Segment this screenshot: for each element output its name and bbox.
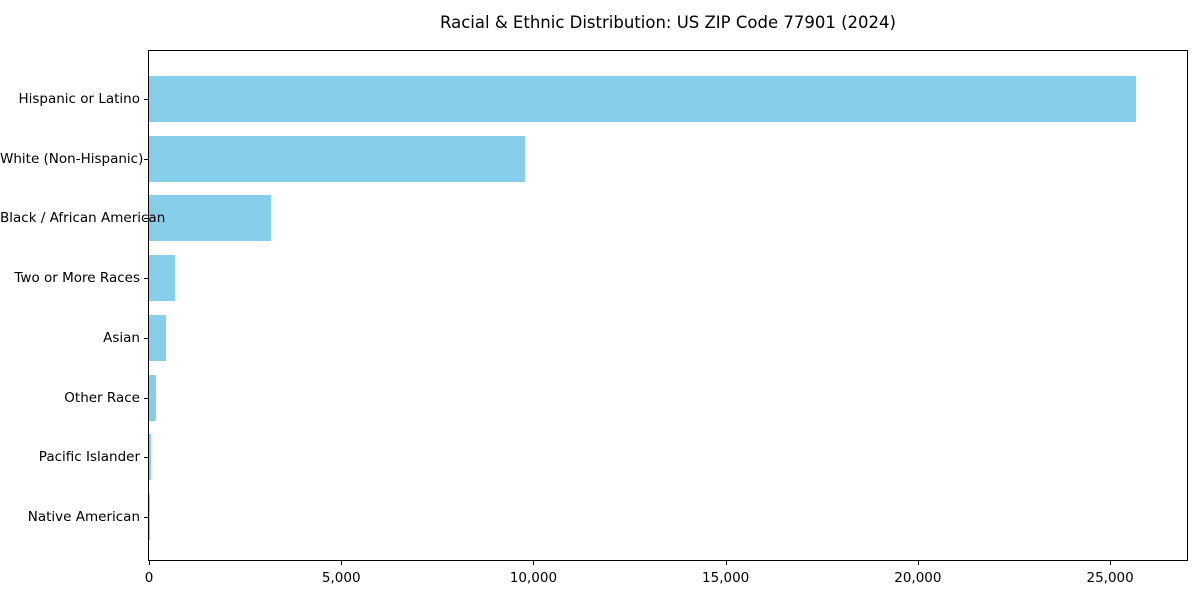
y-tick-mark <box>144 397 148 399</box>
bar-other-race <box>149 374 156 421</box>
x-axis-tick-label: 10,000 <box>509 570 558 586</box>
x-tick-mark <box>917 561 919 565</box>
y-tick-mark <box>144 457 148 459</box>
y-tick-mark <box>144 218 148 220</box>
y-tick-mark <box>144 337 148 339</box>
y-axis-label: Two or More Races <box>14 270 140 287</box>
bar-pacific-islander <box>149 434 151 481</box>
x-tick-mark <box>149 561 150 565</box>
y-axis-label: Other Race <box>64 389 140 406</box>
y-tick-mark <box>144 158 148 160</box>
y-axis-label: Black / African American <box>0 210 166 227</box>
x-tick-mark <box>341 561 343 565</box>
plot-area <box>148 50 1188 561</box>
x-axis-tick-label: 25,000 <box>1086 570 1134 586</box>
y-axis-label: White (Non-Hispanic) <box>0 150 144 167</box>
bar-asian <box>149 314 166 361</box>
x-axis-tick-label: 5,000 <box>321 570 361 586</box>
x-axis-tick-label: 20,000 <box>894 570 942 586</box>
x-axis-tick-label: 0 <box>144 570 154 586</box>
y-axis-label: Hispanic or Latino <box>18 91 140 107</box>
y-axis-label: Asian <box>103 329 140 346</box>
chart-title: Racial & Ethnic Distribution: US ZIP Cod… <box>440 13 896 32</box>
bar-white-non-hispanic <box>149 135 525 182</box>
x-tick-mark <box>725 561 727 565</box>
x-axis-tick-label: 15,000 <box>702 570 750 586</box>
bar-hispanic-or-latino <box>149 76 1136 122</box>
bar-black-african-american <box>149 195 271 242</box>
y-tick-mark <box>144 99 148 100</box>
y-tick-mark <box>144 516 148 518</box>
bar-two-or-more-races <box>149 255 176 302</box>
y-axis-label: Pacific Islander <box>38 449 140 466</box>
y-axis-label: Native American <box>27 508 140 525</box>
x-tick-mark <box>533 561 535 565</box>
x-tick-mark <box>1110 561 1112 565</box>
y-tick-mark <box>144 278 148 280</box>
